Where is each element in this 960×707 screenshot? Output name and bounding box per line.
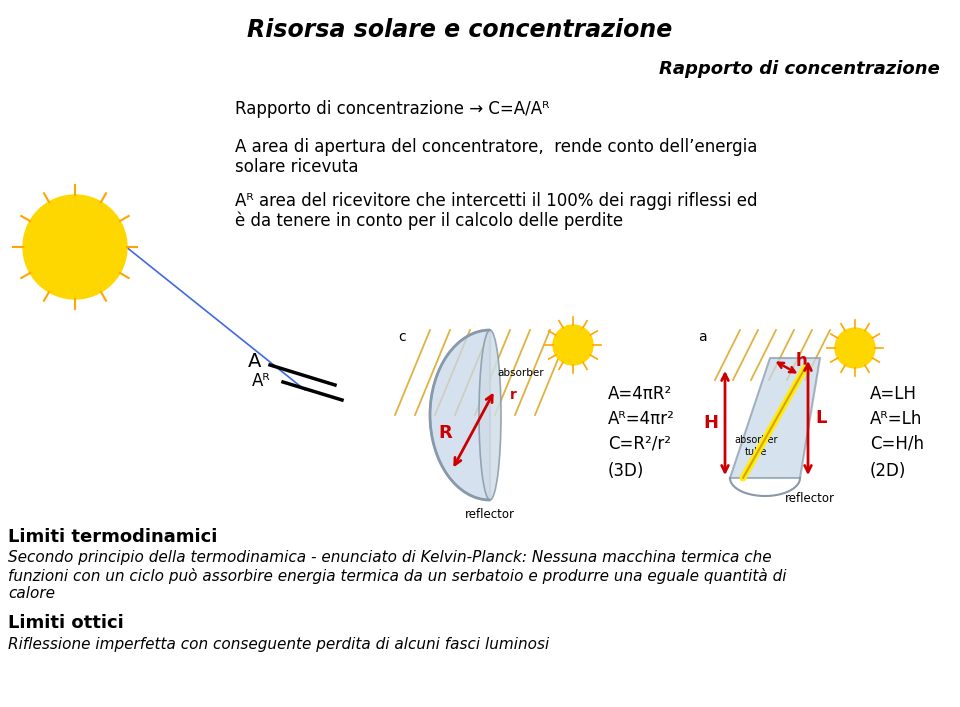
Ellipse shape	[479, 330, 501, 500]
Text: h: h	[796, 352, 807, 370]
Text: Risorsa solare e concentrazione: Risorsa solare e concentrazione	[248, 18, 673, 42]
Text: Aᴿ=4πr²: Aᴿ=4πr²	[608, 410, 675, 428]
Text: A=4πR²: A=4πR²	[608, 385, 672, 403]
Text: A=LH: A=LH	[870, 385, 917, 403]
Text: Rapporto di concentrazione → C=A/Aᴿ: Rapporto di concentrazione → C=A/Aᴿ	[235, 100, 549, 118]
Text: H: H	[703, 414, 718, 432]
Text: Limiti termodinamici: Limiti termodinamici	[8, 528, 217, 546]
Text: A area di apertura del concentratore,  rende conto dell’energia: A area di apertura del concentratore, re…	[235, 138, 757, 156]
Text: Rapporto di concentrazione: Rapporto di concentrazione	[660, 60, 940, 78]
Text: Secondo principio della termodinamica - enunciato di Kelvin-Planck: Nessuna macc: Secondo principio della termodinamica - …	[8, 550, 772, 565]
Text: funzioni con un ciclo può assorbire energia termica da un serbatoio e produrre u: funzioni con un ciclo può assorbire ener…	[8, 568, 786, 584]
Circle shape	[553, 325, 593, 365]
Circle shape	[835, 328, 875, 368]
Polygon shape	[730, 358, 820, 478]
Text: (3D): (3D)	[608, 462, 644, 480]
Text: a: a	[698, 330, 707, 344]
Text: A: A	[248, 352, 261, 371]
Text: Aᴿ area del ricevitore che intercetti il 100% dei raggi riflessi ed: Aᴿ area del ricevitore che intercetti il…	[235, 192, 757, 210]
Text: R: R	[439, 424, 452, 442]
Text: r: r	[510, 388, 516, 402]
Text: C=R²/r²: C=R²/r²	[608, 435, 671, 453]
Circle shape	[23, 195, 127, 299]
Text: c: c	[398, 330, 406, 344]
Text: Riflessione imperfetta con conseguente perdita di alcuni fasci luminosi: Riflessione imperfetta con conseguente p…	[8, 637, 549, 652]
Text: è da tenere in conto per il calcolo delle perdite: è da tenere in conto per il calcolo dell…	[235, 212, 623, 230]
Text: solare ricevuta: solare ricevuta	[235, 158, 358, 176]
Polygon shape	[430, 330, 490, 500]
Text: reflector: reflector	[785, 492, 835, 505]
Text: Aᴿ=Lh: Aᴿ=Lh	[870, 410, 923, 428]
Text: calore: calore	[8, 586, 55, 601]
Text: absorber: absorber	[497, 368, 543, 378]
Text: reflector: reflector	[465, 508, 515, 521]
Text: C=H/h: C=H/h	[870, 435, 924, 453]
Text: absorber
tube: absorber tube	[734, 435, 778, 457]
Text: (2D): (2D)	[870, 462, 906, 480]
Text: Aᴿ: Aᴿ	[252, 372, 271, 390]
Text: L: L	[815, 409, 827, 427]
Text: Limiti ottici: Limiti ottici	[8, 614, 124, 632]
